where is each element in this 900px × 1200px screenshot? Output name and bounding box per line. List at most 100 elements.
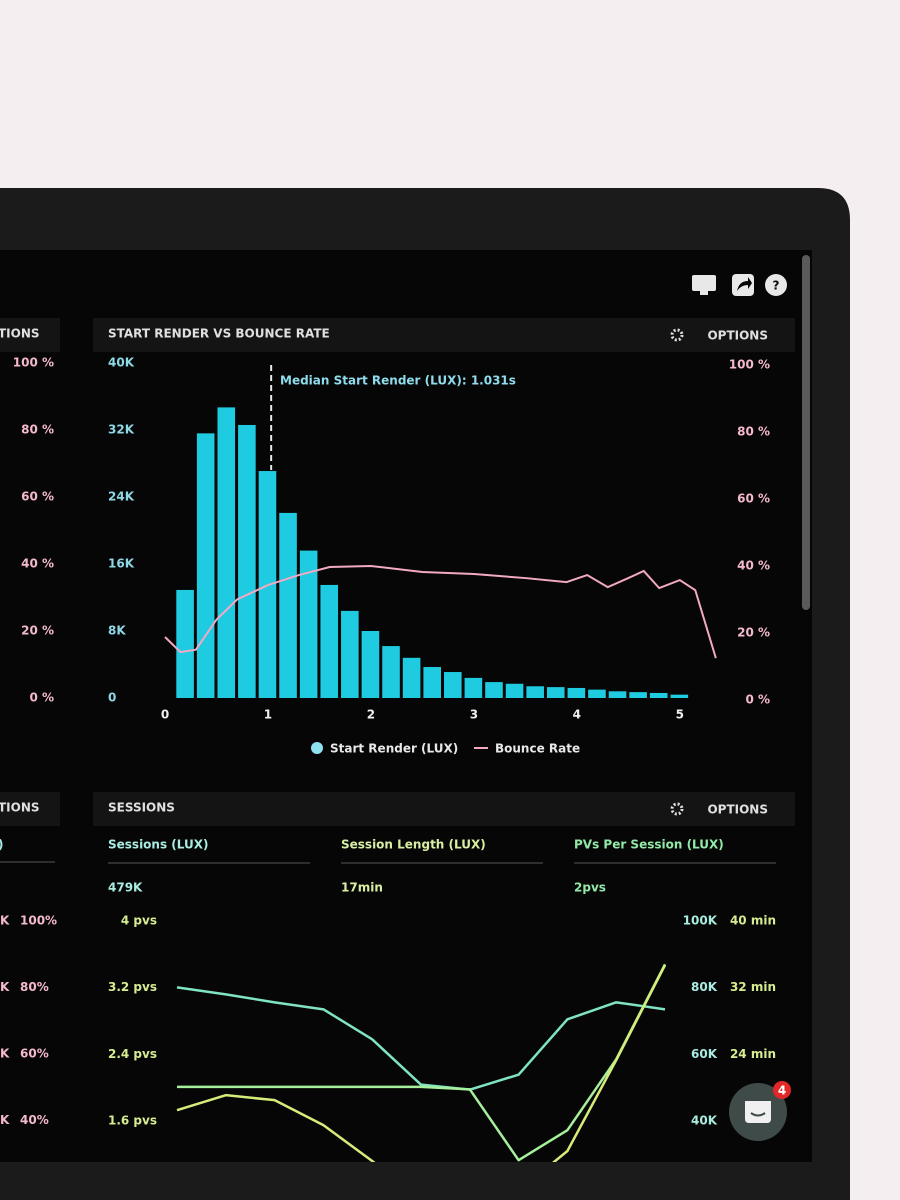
monitor-stand	[700, 291, 708, 295]
help-icon[interactable]	[765, 274, 787, 296]
panel-title: SESSIONS	[108, 801, 175, 815]
x-tick-label: 4	[573, 708, 581, 722]
y2-tick-label: 40K	[691, 1114, 718, 1128]
y2-tick-label: 60K	[691, 1047, 718, 1061]
y-tick-label: 16K	[108, 557, 135, 571]
y2-tick-label: 80K	[691, 980, 718, 994]
histogram-bar	[402, 657, 421, 698]
panel-title: TIONS	[0, 801, 40, 815]
y-tick-label: 1.6 pvs	[108, 1114, 157, 1128]
y2-tick-label: 40 %	[21, 557, 54, 571]
y2-tick-label: 80 %	[737, 425, 770, 439]
y-tick-label: 40%	[20, 1113, 49, 1127]
metric-value: 17min	[341, 881, 383, 895]
session-lines	[176, 963, 667, 1162]
histogram-bar	[217, 407, 236, 698]
histogram-bar	[464, 677, 483, 698]
histogram-bar	[444, 672, 462, 698]
plots: 100 %80 %60 %40 %20 %0 %K 100%K 80%K 60%K 40…	[0, 356, 776, 1162]
histogram-bar	[485, 682, 503, 698]
chat-icon	[745, 1101, 771, 1123]
histogram-bar	[299, 550, 318, 698]
histogram-bar	[382, 646, 400, 698]
histogram-bar	[341, 610, 359, 698]
x-tick-label: 0	[161, 708, 169, 722]
legend-label[interactable]: Start Render (LUX)	[330, 742, 458, 756]
tick-prefix: K	[0, 1113, 10, 1127]
histogram-bar	[526, 686, 544, 698]
y-tick-label: 32K	[108, 423, 135, 437]
y3-tick-label: 40 min	[730, 914, 776, 928]
y-tick-label: 60%	[20, 1047, 49, 1061]
y2-tick-label: 0 %	[745, 693, 770, 707]
y-tick-label: 24K	[108, 490, 135, 504]
header-bar	[93, 318, 795, 352]
monitor-icon[interactable]	[692, 275, 716, 291]
y2-tick-label: 20 %	[21, 624, 54, 638]
legend-swatch	[311, 742, 323, 754]
panel-title: START RENDER VS BOUNCE RATE	[108, 327, 330, 341]
options-button[interactable]: OPTIONS	[707, 329, 768, 343]
metric-value: 479K	[108, 881, 143, 895]
y2-tick-label: 100 %	[13, 356, 54, 370]
y-tick-label: 4 pvs	[121, 914, 157, 928]
histogram-bar	[649, 692, 668, 698]
share-arrow	[737, 277, 752, 291]
x-tick-label: 5	[676, 708, 684, 722]
chat-badge	[773, 1081, 791, 1099]
y2-tick-label: 40 %	[737, 559, 770, 573]
histogram-bar	[238, 424, 256, 698]
header-bar	[0, 792, 60, 826]
session-line	[177, 963, 667, 1162]
y2-tick-label: 20 %	[737, 626, 770, 640]
y-tick-label: 100%	[20, 914, 57, 928]
histogram-bar	[546, 687, 565, 698]
histogram-bar	[423, 667, 441, 698]
options-button[interactable]: OPTIONS	[707, 803, 768, 817]
annotation: Median Start Render (LUX): 1.031s	[280, 374, 516, 388]
y-tick-label: 2.4 pvs	[108, 1047, 157, 1061]
histogram-bar	[176, 589, 194, 698]
metric-label: Sessions (LUX)	[108, 838, 208, 852]
x-tick-label: 3	[470, 708, 478, 722]
help-glyph: ?	[773, 279, 780, 293]
tick-prefix: K	[0, 914, 10, 928]
y-tick-label: 3.2 pvs	[108, 980, 157, 994]
chat-smile	[750, 1112, 766, 1117]
y-tick-label: 8K	[108, 624, 126, 638]
tick-prefix: K	[0, 1047, 10, 1061]
y-tick-label: 0	[108, 691, 116, 705]
chat-badge-count: 4	[778, 1084, 786, 1098]
y2-tick-label: 60 %	[21, 490, 54, 504]
gear-icon	[670, 328, 684, 342]
histogram-bar	[608, 691, 627, 698]
x-tick-label: 1	[264, 708, 272, 722]
panel-title: TIONS	[0, 327, 40, 341]
metric-value: 2pvs	[574, 881, 606, 895]
histogram-bar	[361, 631, 380, 698]
bounce-rate-line	[164, 564, 717, 659]
tick-prefix: K	[0, 980, 10, 994]
toolbar: ?	[692, 274, 787, 296]
y2-tick-label: 60 %	[737, 492, 770, 506]
histogram-bar	[320, 584, 339, 698]
header-bar	[93, 792, 795, 826]
y-tick-label: 80%	[20, 980, 49, 994]
gear-icon	[670, 802, 684, 816]
metric-label: )	[0, 838, 3, 852]
histogram-bar	[567, 687, 586, 698]
session-line	[176, 986, 666, 1091]
metric-label: Session Length (LUX)	[341, 838, 486, 852]
y2-tick-label: 100K	[683, 914, 718, 928]
y-tick-label: 40K	[108, 356, 135, 370]
metric-label: PVs Per Session (LUX)	[574, 838, 724, 852]
scrollbar[interactable]	[802, 255, 810, 610]
y2-tick-label: 0 %	[29, 691, 54, 705]
y2-tick-label: 100 %	[729, 358, 770, 372]
y3-tick-label: 24 min	[730, 1047, 776, 1061]
histogram-bar	[279, 512, 297, 698]
histogram-bar	[505, 683, 524, 698]
legend-label[interactable]: Bounce Rate	[495, 742, 580, 756]
y2-tick-label: 80 %	[21, 423, 54, 437]
